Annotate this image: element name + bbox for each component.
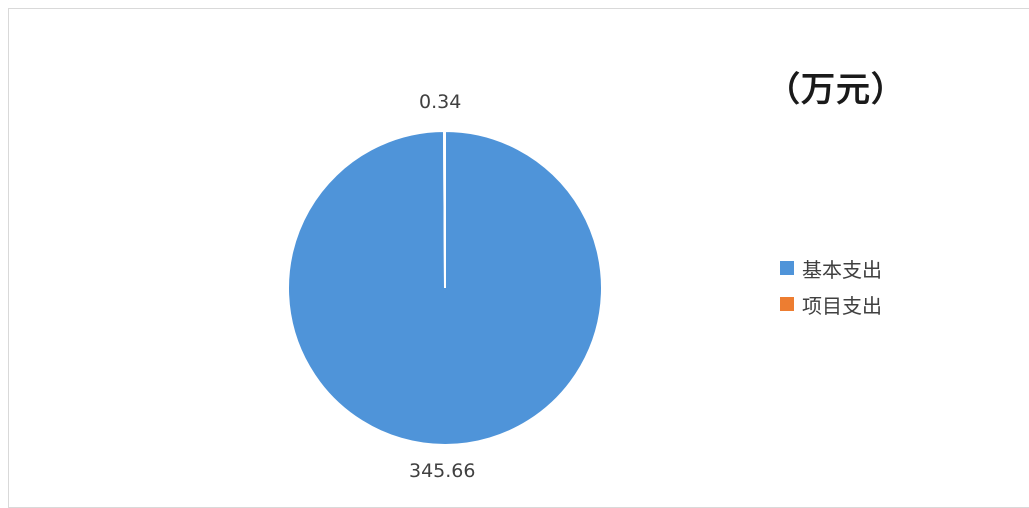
legend-label-jiben: 基本支出 — [802, 257, 882, 282]
legend-item-xiangmu: 项目支出 — [780, 286, 882, 322]
data-label-xiangmu: 0.34 — [419, 91, 462, 113]
pie-slice-xiangmu — [443, 129, 446, 289]
legend-label-xiangmu: 项目支出 — [802, 293, 882, 318]
legend-item-jiben: 基本支出 — [780, 250, 882, 286]
legend-swatch-jiben — [780, 261, 794, 275]
legend-swatch-xiangmu — [780, 297, 794, 311]
legend: 基本支出 项目支出 — [780, 250, 882, 322]
pie-chart — [287, 129, 603, 446]
chart-unit-title: （万元） — [766, 70, 906, 110]
data-label-jiben: 345.66 — [409, 460, 476, 482]
